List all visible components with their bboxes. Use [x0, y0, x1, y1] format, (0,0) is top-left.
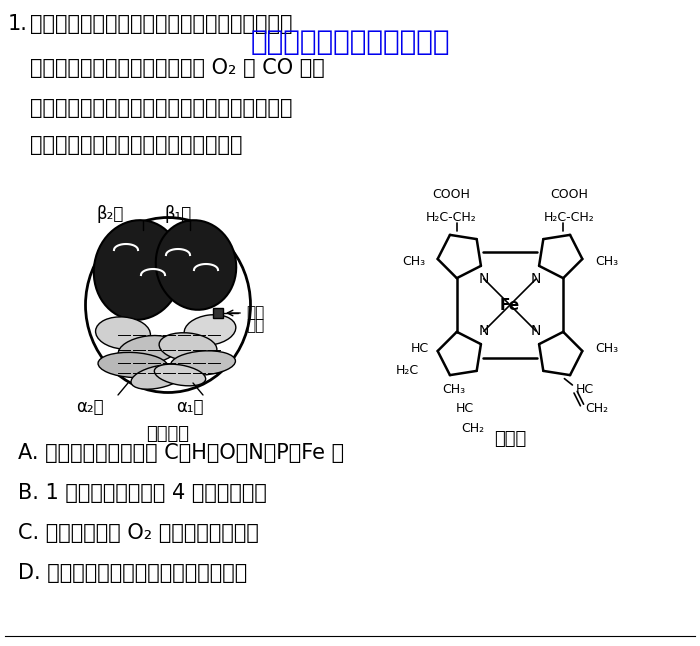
Ellipse shape: [131, 365, 185, 389]
Ellipse shape: [171, 351, 235, 375]
Text: 微信公众号关注：趣找答案: 微信公众号关注：趣找答案: [251, 28, 449, 56]
Text: B. 1 个血红蛋白分子由 4 条多肽链构成: B. 1 个血红蛋白分子由 4 条多肽链构成: [18, 483, 267, 503]
Text: 1.: 1.: [8, 14, 28, 34]
Text: C. 血红素分子与 O₂ 的结合是不可逆的: C. 血红素分子与 O₂ 的结合是不可逆的: [18, 523, 259, 543]
Text: H₂C-CH₂: H₂C-CH₂: [426, 211, 476, 224]
Ellipse shape: [184, 315, 236, 346]
Text: H₂C: H₂C: [395, 364, 419, 377]
Text: N: N: [479, 324, 489, 339]
Text: N: N: [479, 272, 489, 286]
Text: 血红素是人体内血红蛋白分子的重要组成部分，: 血红素是人体内血红蛋白分子的重要组成部分，: [30, 14, 293, 34]
Text: β₂链: β₂链: [97, 205, 124, 223]
Text: A. 组成红细胞的元素有 C、H、O、N、P、Fe 等: A. 组成红细胞的元素有 C、H、O、N、P、Fe 等: [18, 443, 344, 463]
Text: CH₃: CH₃: [402, 255, 425, 268]
Ellipse shape: [98, 352, 168, 378]
Text: 血红: 血红: [246, 305, 265, 320]
Text: CH₃: CH₃: [442, 383, 466, 396]
Text: 血红蛋白: 血红蛋白: [146, 425, 190, 443]
Text: α₂链: α₂链: [76, 398, 104, 416]
Text: β₁链: β₁链: [164, 205, 192, 223]
Text: N: N: [531, 272, 541, 286]
Ellipse shape: [159, 333, 217, 361]
Ellipse shape: [96, 317, 150, 349]
Text: 血红素: 血红素: [494, 430, 526, 448]
Text: 蛋白和血红素。下列相关叙述错误的是: 蛋白和血红素。下列相关叙述错误的是: [30, 135, 242, 155]
Text: Fe: Fe: [500, 298, 520, 313]
Ellipse shape: [118, 335, 178, 364]
Text: CH₂: CH₂: [461, 422, 485, 435]
Text: HC: HC: [410, 342, 428, 355]
Text: CH₂: CH₂: [585, 402, 608, 415]
Text: COOH: COOH: [550, 188, 588, 201]
Text: 能使血液呼红色。血红素可以与 O₂ 和 CO 等结: 能使血液呼红色。血红素可以与 O₂ 和 CO 等结: [30, 58, 325, 78]
Bar: [213, 308, 223, 318]
Ellipse shape: [94, 220, 182, 320]
Ellipse shape: [85, 218, 251, 393]
Text: HC: HC: [456, 402, 475, 415]
Text: H₂C-CH₂: H₂C-CH₂: [544, 211, 594, 224]
Ellipse shape: [156, 220, 236, 310]
Text: 紫基: 紫基: [246, 318, 265, 333]
Text: CH₃: CH₃: [595, 342, 618, 355]
Text: D. 高原居民体内红细胞和血红蛋白较多: D. 高原居民体内红细胞和血红蛋白较多: [18, 563, 247, 583]
Text: CH₃: CH₃: [595, 255, 618, 268]
Text: 合，且结合的方式完全一样。如图分别表示血红: 合，且结合的方式完全一样。如图分别表示血红: [30, 98, 293, 118]
Text: COOH: COOH: [432, 188, 470, 201]
Text: HC: HC: [575, 383, 594, 396]
Text: N: N: [531, 324, 541, 339]
Ellipse shape: [154, 364, 206, 386]
Text: α₁链: α₁链: [176, 398, 204, 416]
